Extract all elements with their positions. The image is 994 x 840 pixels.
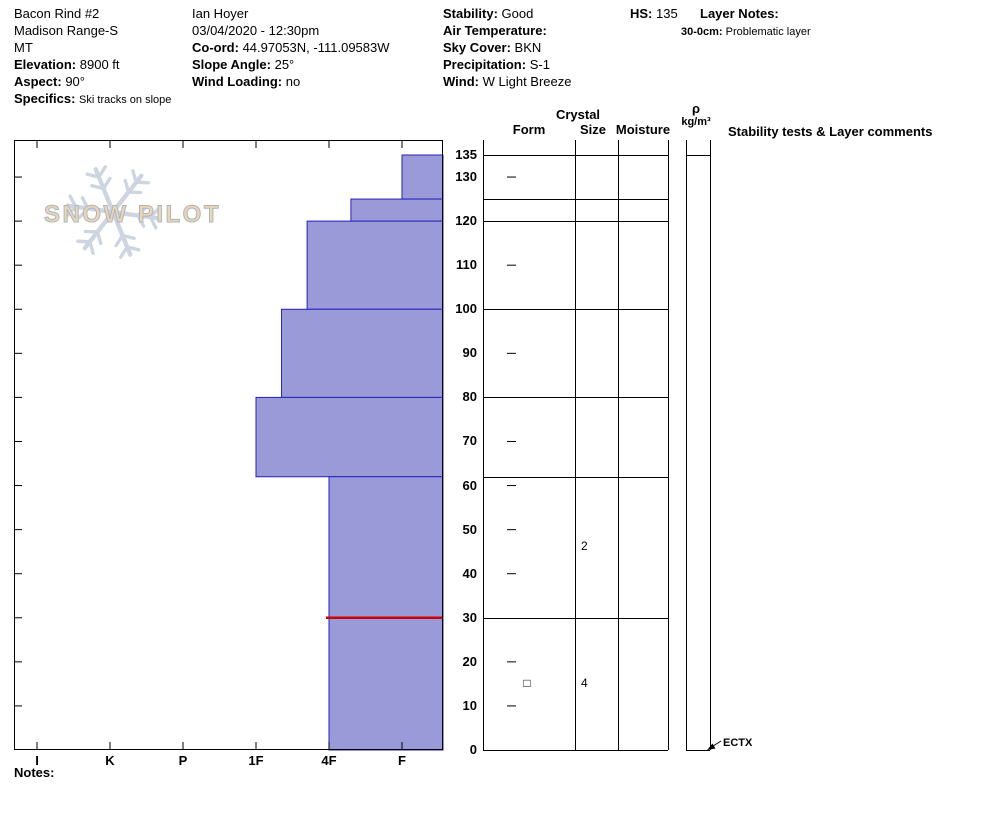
depth-label: 135: [455, 147, 477, 162]
coord-label: Co-ord:: [192, 40, 239, 55]
site-name: Bacon Rind #2: [14, 6, 100, 21]
wind-line: Wind: W Light Breeze: [443, 73, 571, 90]
sky-cover-value: BKN: [514, 40, 542, 55]
hardness-axis-label: 4F: [321, 753, 337, 768]
depth-label: 0: [469, 742, 477, 757]
hardness-axis-label: I: [35, 753, 39, 768]
depth-label: 60: [462, 477, 477, 493]
grain-size-value: 2: [581, 539, 588, 554]
elevation-line: Elevation: 8900 ft: [14, 56, 171, 73]
depth-label: 40: [462, 565, 477, 581]
wind-value: W Light Breeze: [482, 74, 572, 89]
layer-note-text: Problematic layer: [725, 26, 811, 38]
layer-note-range: 30-0cm:: [681, 26, 723, 38]
sky-cover-label: Sky Cover:: [443, 40, 511, 55]
notes-label: Notes:: [14, 765, 55, 780]
size-column-header: Size: [579, 122, 606, 137]
depth-label: 50: [462, 521, 477, 537]
stability-label: Stability:: [443, 6, 498, 21]
stability-line: Stability: Good: [443, 5, 571, 22]
depth-label: 20: [462, 653, 477, 669]
precip-value: S-1: [529, 57, 550, 72]
hs-value: 135: [656, 6, 678, 21]
observer-info-block: Ian Hoyer 03/04/2020 - 12:30pm Co-ord: 4…: [192, 5, 390, 90]
precip-label: Precipitation:: [443, 57, 527, 72]
crystal-header: Crystal: [555, 107, 601, 122]
aspect-line: Aspect: 90°: [14, 73, 171, 90]
depth-label: 120: [455, 213, 477, 229]
density-column-header: ρ: [691, 101, 701, 116]
sky-cover-line: Sky Cover: BKN: [443, 39, 571, 56]
coord-value: 44.97053N, -111.09583W: [242, 40, 390, 55]
wind-loading-line: Wind Loading: no: [192, 73, 390, 90]
depth-label: 80: [462, 389, 477, 405]
hs-label: HS:: [630, 6, 653, 21]
aspect-value: 90°: [65, 74, 85, 89]
depth-label: 110: [456, 257, 477, 273]
specifics-label: Specifics:: [14, 91, 76, 106]
air-temp-label: Air Temperature:: [443, 23, 547, 38]
layer-note: 30-0cm: Problematic layer: [681, 26, 811, 38]
stability-tests-header: Stability tests & Layer comments: [728, 124, 933, 139]
precip-line: Precipitation: S-1: [443, 56, 571, 73]
depth-label: 10: [462, 697, 477, 713]
slope-angle-label: Slope Angle:: [192, 57, 271, 72]
site-info-block: Bacon Rind #2 Madison Range-S MT Elevati…: [14, 5, 171, 109]
site-state: MT: [14, 40, 33, 55]
stability-test-result: ECTX: [723, 737, 753, 749]
grain-size-value: 4: [581, 675, 588, 690]
depth-label: 90: [462, 345, 477, 361]
moisture-column-header: Moisture: [615, 122, 671, 137]
depth-label: 30: [462, 609, 477, 625]
stability-value: Good: [501, 6, 534, 21]
slope-angle-line: Slope Angle: 25°: [192, 56, 390, 73]
density-units-header: kg/m³: [681, 116, 711, 128]
hs-line: HS: 135: [630, 5, 678, 22]
aspect-label: Aspect:: [14, 74, 62, 89]
site-range: Madison Range-S: [14, 23, 119, 38]
depth-label: 130: [455, 169, 477, 185]
hardness-axis-label: K: [105, 753, 115, 768]
depth-label: 100: [455, 301, 477, 317]
wind-loading-label: Wind Loading:: [192, 74, 283, 89]
slope-angle-value: 25°: [274, 57, 295, 72]
layer-notes-label: Layer Notes:: [700, 6, 779, 21]
depth-label: 70: [462, 433, 477, 449]
form-column-header: Form: [512, 122, 546, 137]
hardness-axis-label: F: [398, 753, 406, 768]
wind-loading-value: no: [285, 74, 301, 89]
air-temp-line: Air Temperature:: [443, 22, 571, 39]
hardness-axis-label: P: [178, 753, 188, 768]
specifics-line: Specifics: Ski tracks on slope: [14, 90, 171, 109]
hardness-axis-label: 1F: [248, 753, 264, 768]
elevation-label: Elevation:: [14, 57, 77, 72]
coord-line: Co-ord: 44.97053N, -111.09583W: [192, 39, 390, 56]
observer-name: Ian Hoyer: [192, 6, 249, 21]
specifics-value: Ski tracks on slope: [79, 94, 172, 106]
observation-datetime: 03/04/2020 - 12:30pm: [192, 23, 320, 38]
elevation-value: 8900 ft: [79, 57, 120, 72]
conditions-block: Stability: Good Air Temperature: Sky Cov…: [443, 5, 571, 90]
grain-form-symbol: □: [523, 675, 531, 690]
wind-label: Wind:: [443, 74, 479, 89]
